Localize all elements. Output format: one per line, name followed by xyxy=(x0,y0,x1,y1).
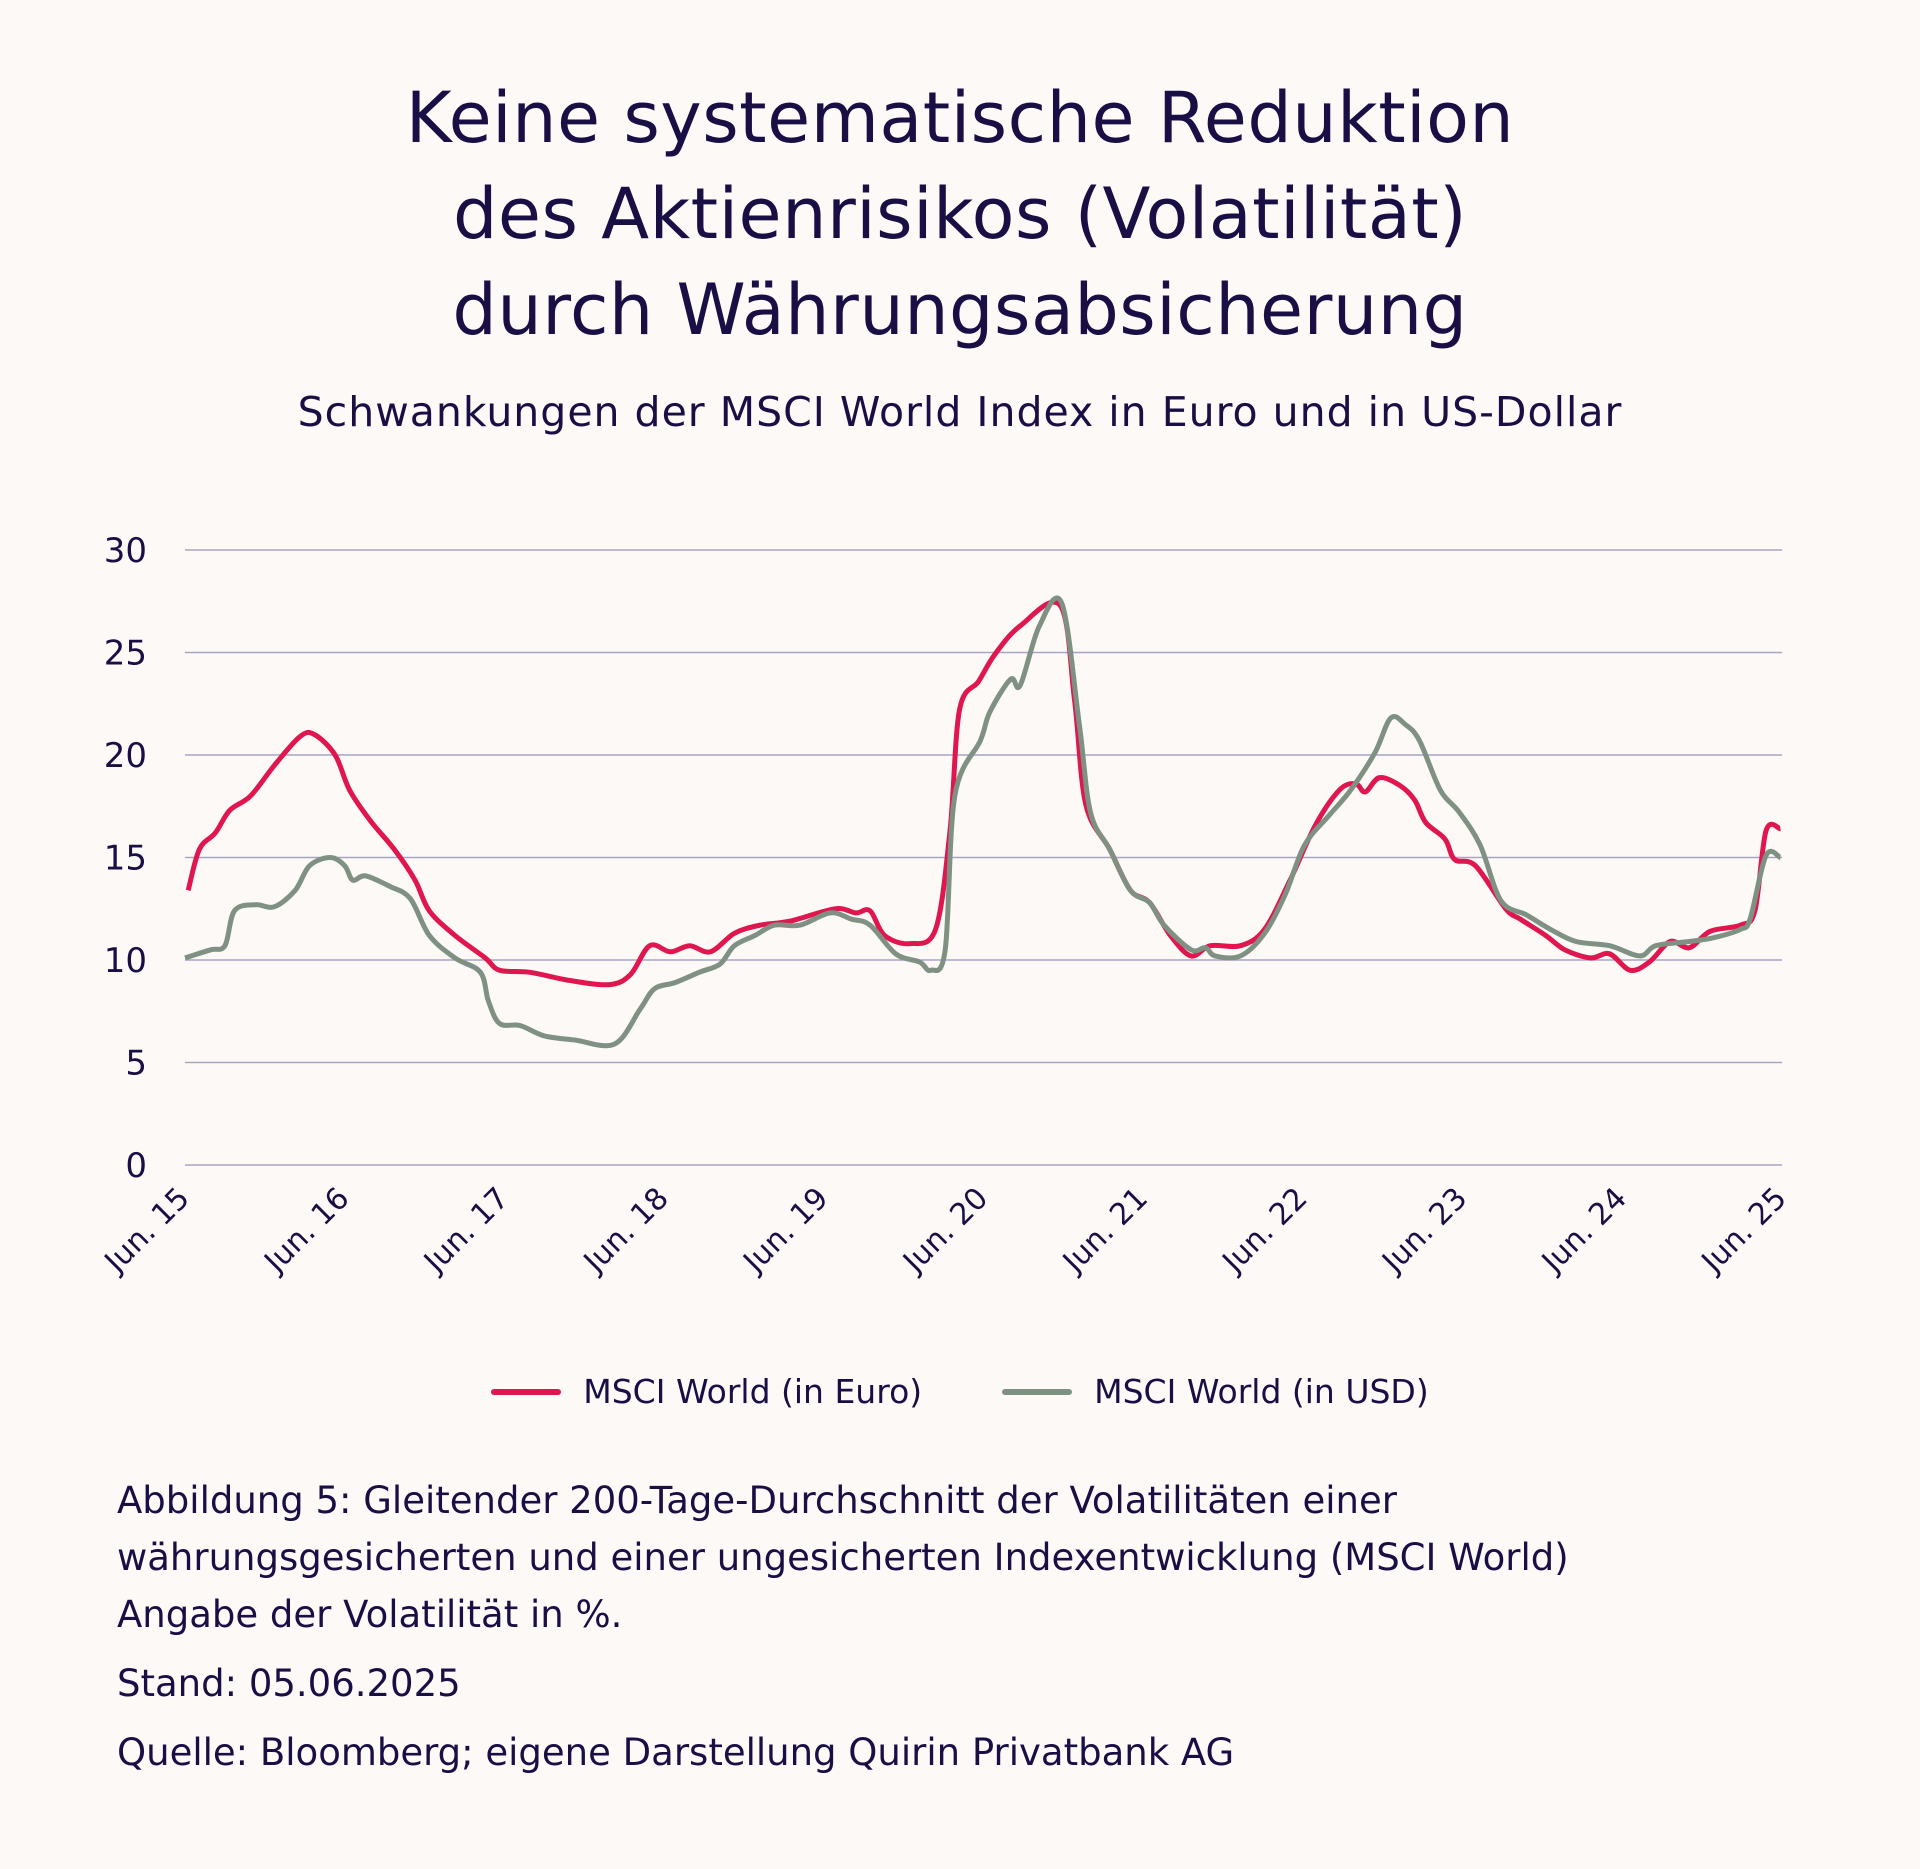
x-tick-label: Jun. 20 xyxy=(895,1181,995,1281)
y-tick-label: 25 xyxy=(104,634,147,674)
legend-item-euro: MSCI World (in Euro) xyxy=(491,1372,922,1411)
gridlines xyxy=(185,549,1782,1166)
x-tick-label: Jun. 17 xyxy=(416,1181,516,1281)
caption-line: währungsgesicherten und einer ungesicher… xyxy=(117,1536,1569,1579)
legend-label: MSCI World (in USD) xyxy=(1094,1372,1429,1411)
caption-source: Quelle: Bloomberg; eigene Darstellung Qu… xyxy=(117,1731,1235,1774)
x-tick-label: Jun. 19 xyxy=(736,1181,836,1281)
x-axis: Jun. 15 Jun. 16 Jun. 17 Jun. 18 Jun. 19 Jun. … xyxy=(97,1181,1794,1281)
y-tick-label: 20 xyxy=(104,736,147,776)
title-line: des Aktienrisikos (Volatilität) xyxy=(452,173,1468,255)
y-tick-label: 15 xyxy=(104,839,147,879)
legend-label: MSCI World (in Euro) xyxy=(583,1372,923,1411)
legend-swatch-usd xyxy=(1002,1388,1073,1395)
series-line-usd xyxy=(184,595,1782,1049)
x-tick-label: Jun. 16 xyxy=(257,1181,357,1281)
y-tick-label: 30 xyxy=(104,531,147,571)
x-tick-label: Jun. 18 xyxy=(576,1181,676,1281)
x-tick-label: Jun. 22 xyxy=(1215,1181,1315,1281)
x-tick-label: Jun. 25 xyxy=(1694,1181,1794,1281)
caption-line: Abbildung 5: Gleitender 200-Tage-Durchsc… xyxy=(117,1479,1397,1522)
y-tick-label: 10 xyxy=(104,941,147,981)
y-tick-label: 0 xyxy=(125,1146,147,1186)
caption-line: Angabe der Volatilität in %. xyxy=(117,1593,623,1636)
chart-subtitle: Schwankungen der MSCI World Index in Eur… xyxy=(297,388,1623,436)
legend-item-usd: MSCI World (in USD) xyxy=(1002,1372,1429,1411)
figure-caption: Abbildung 5: Gleitender 200-Tage-Durchsc… xyxy=(117,1472,1817,1781)
title-line: durch Währungsabsicherung xyxy=(452,269,1468,351)
legend-swatch-euro xyxy=(491,1388,562,1395)
chart-title: Keine systematische Reduktion des Aktien… xyxy=(0,70,1920,358)
title-line: Keine systematische Reduktion xyxy=(405,77,1515,159)
caption-date: Stand: 05.06.2025 xyxy=(117,1662,461,1705)
legend: MSCI World (in Euro) MSCI World (in USD) xyxy=(0,1372,1920,1411)
series-line-euro xyxy=(185,599,1782,988)
y-axis: 0 5 10 15 20 25 30 xyxy=(104,531,147,1186)
x-tick-label: Jun. 21 xyxy=(1055,1181,1155,1281)
y-tick-label: 5 xyxy=(125,1044,147,1084)
series-lines xyxy=(184,595,1782,1049)
x-tick-label: Jun. 24 xyxy=(1534,1181,1634,1281)
x-tick-label: Jun. 23 xyxy=(1374,1181,1474,1281)
x-tick-label: Jun. 15 xyxy=(97,1181,197,1281)
